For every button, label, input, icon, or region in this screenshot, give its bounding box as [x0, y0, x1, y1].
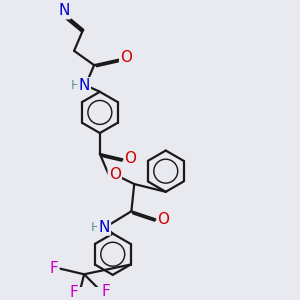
Text: O: O [109, 167, 121, 182]
Text: H: H [91, 220, 100, 233]
Text: N: N [58, 3, 70, 18]
Text: H: H [71, 79, 80, 92]
Text: F: F [70, 285, 79, 300]
Text: O: O [158, 212, 169, 227]
Text: N: N [78, 78, 90, 93]
Text: O: O [120, 50, 132, 65]
Text: N: N [98, 220, 110, 235]
Text: F: F [50, 261, 58, 276]
Text: F: F [101, 284, 110, 299]
Text: O: O [124, 151, 136, 166]
